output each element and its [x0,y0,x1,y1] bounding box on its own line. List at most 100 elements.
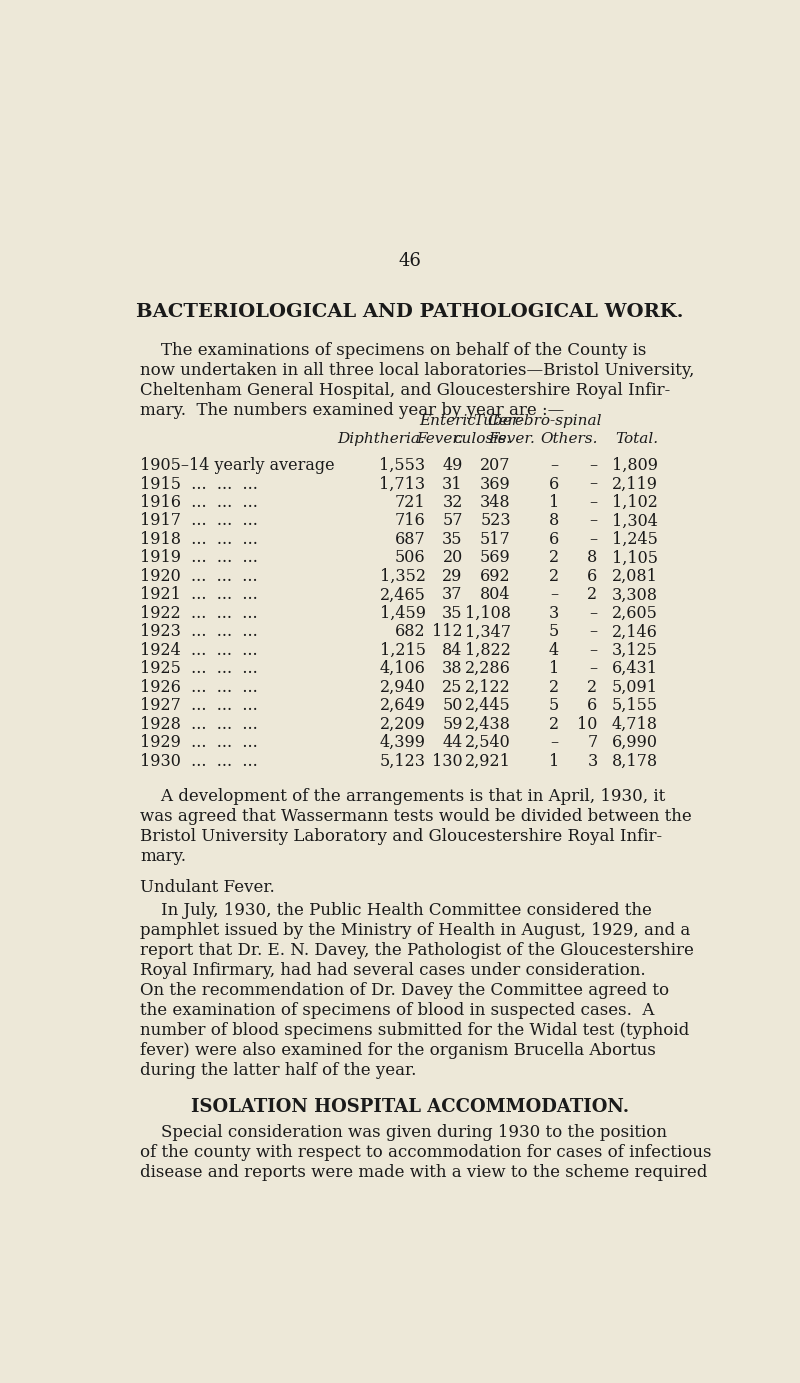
Text: 1,553: 1,553 [379,456,426,474]
Text: 1921  ...  ...  ...: 1921 ... ... ... [140,586,258,603]
Text: –: – [550,586,558,603]
Text: 84: 84 [442,642,462,658]
Text: 2,119: 2,119 [612,476,658,492]
Text: Bristol University Laboratory and Gloucestershire Royal Infir-: Bristol University Laboratory and Glouce… [140,828,662,845]
Text: 682: 682 [395,624,426,640]
Text: fever) were also examined for the organism Brucella Abortus: fever) were also examined for the organi… [140,1043,656,1059]
Text: Special consideration was given during 1930 to the position: Special consideration was given during 1… [140,1124,667,1141]
Text: On the recommendation of Dr. Davey the Committee agreed to: On the recommendation of Dr. Davey the C… [140,982,670,999]
Text: 4,399: 4,399 [379,734,426,751]
Text: 506: 506 [395,549,426,567]
Text: –: – [590,476,598,492]
Text: 8: 8 [549,513,558,530]
Text: 1917  ...  ...  ...: 1917 ... ... ... [140,513,258,530]
Text: 25: 25 [442,679,462,696]
Text: 369: 369 [480,476,510,492]
Text: 130: 130 [432,752,462,770]
Text: 2,146: 2,146 [612,624,658,640]
Text: 2,286: 2,286 [465,660,510,678]
Text: mary.: mary. [140,848,186,866]
Text: Enteric: Enteric [419,414,475,427]
Text: 3,308: 3,308 [612,586,658,603]
Text: A development of the arrangements is that in April, 1930, it: A development of the arrangements is tha… [140,788,666,805]
Text: –: – [590,531,598,548]
Text: 2,438: 2,438 [465,716,510,733]
Text: 1905–14 yearly average: 1905–14 yearly average [140,456,335,474]
Text: The examinations of specimens on behalf of the County is: The examinations of specimens on behalf … [140,342,646,358]
Text: 3: 3 [587,752,598,770]
Text: 5,123: 5,123 [379,752,426,770]
Text: 1922  ...  ...  ...: 1922 ... ... ... [140,604,258,622]
Text: –: – [590,513,598,530]
Text: 35: 35 [442,604,462,622]
Text: Undulant Fever.: Undulant Fever. [140,880,275,896]
Text: 1930  ...  ...  ...: 1930 ... ... ... [140,752,258,770]
Text: 687: 687 [394,531,426,548]
Text: 6: 6 [587,697,598,714]
Text: 44: 44 [442,734,462,751]
Text: 517: 517 [480,531,510,548]
Text: 1915  ...  ...  ...: 1915 ... ... ... [140,476,258,492]
Text: 1,822: 1,822 [465,642,510,658]
Text: mary.  The numbers examined year by year are :—: mary. The numbers examined year by year … [140,401,565,419]
Text: report that Dr. E. N. Davey, the Pathologist of the Gloucestershire: report that Dr. E. N. Davey, the Patholo… [140,942,694,960]
Text: 2,465: 2,465 [380,586,426,603]
Text: 8,178: 8,178 [612,752,658,770]
Text: 1: 1 [549,660,558,678]
Text: 4: 4 [549,642,558,658]
Text: 207: 207 [480,456,510,474]
Text: 1,245: 1,245 [612,531,658,548]
Text: 3,125: 3,125 [612,642,658,658]
Text: 1,347: 1,347 [465,624,510,640]
Text: 6: 6 [549,476,558,492]
Text: Cheltenham General Hospital, and Gloucestershire Royal Infir-: Cheltenham General Hospital, and Glouces… [140,382,670,398]
Text: 6: 6 [587,568,598,585]
Text: 57: 57 [442,513,462,530]
Text: 1928  ...  ...  ...: 1928 ... ... ... [140,716,258,733]
Text: 2,921: 2,921 [465,752,510,770]
Text: Tuber-: Tuber- [474,414,525,427]
Text: –: – [550,456,558,474]
Text: 2,445: 2,445 [465,697,510,714]
Text: 7: 7 [587,734,598,751]
Text: 348: 348 [480,494,510,510]
Text: 29: 29 [442,568,462,585]
Text: 5,091: 5,091 [612,679,658,696]
Text: Royal Infirmary, had had several cases under consideration.: Royal Infirmary, had had several cases u… [140,963,646,979]
Text: during the latter half of the year.: during the latter half of the year. [140,1062,417,1079]
Text: 1916  ...  ...  ...: 1916 ... ... ... [140,494,258,510]
Text: disease and reports were made with a view to the scheme required: disease and reports were made with a vie… [140,1164,708,1181]
Text: 2: 2 [587,586,598,603]
Text: Fever.: Fever. [489,433,535,447]
Text: Diphtheria.: Diphtheria. [338,433,426,447]
Text: 59: 59 [442,716,462,733]
Text: –: – [590,660,598,678]
Text: 523: 523 [480,513,510,530]
Text: 1,304: 1,304 [612,513,658,530]
Text: Fever.: Fever. [416,433,462,447]
Text: Total.: Total. [615,433,658,447]
Text: 1,809: 1,809 [612,456,658,474]
Text: 1,215: 1,215 [379,642,426,658]
Text: culosis.: culosis. [453,433,510,447]
Text: 2: 2 [549,679,558,696]
Text: 2,940: 2,940 [380,679,426,696]
Text: 2,122: 2,122 [465,679,510,696]
Text: 112: 112 [432,624,462,640]
Text: 1,108: 1,108 [465,604,510,622]
Text: 1925  ...  ...  ...: 1925 ... ... ... [140,660,258,678]
Text: 1,352: 1,352 [379,568,426,585]
Text: –: – [590,494,598,510]
Text: 2,540: 2,540 [465,734,510,751]
Text: ISOLATION HOSPITAL ACCOMMODATION.: ISOLATION HOSPITAL ACCOMMODATION. [191,1098,629,1116]
Text: 1: 1 [549,752,558,770]
Text: 569: 569 [480,549,510,567]
Text: 1927  ...  ...  ...: 1927 ... ... ... [140,697,258,714]
Text: 1926  ...  ...  ...: 1926 ... ... ... [140,679,258,696]
Text: 1: 1 [549,494,558,510]
Text: 716: 716 [394,513,426,530]
Text: –: – [550,734,558,751]
Text: –: – [590,642,598,658]
Text: 1,713: 1,713 [379,476,426,492]
Text: 2: 2 [587,679,598,696]
